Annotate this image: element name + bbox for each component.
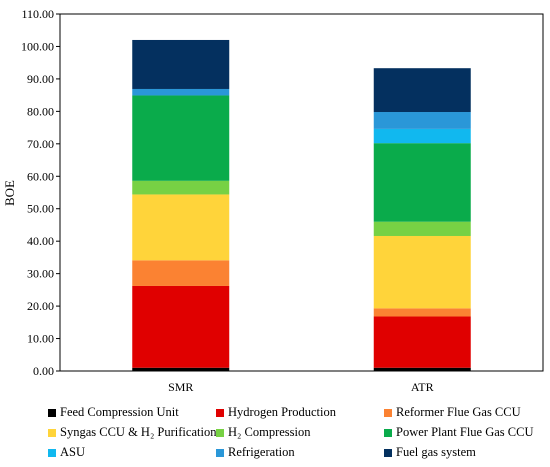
y-tick-label: 90.00 xyxy=(27,72,54,86)
legend-swatch xyxy=(384,448,392,457)
y-tick-label: 0.00 xyxy=(33,364,54,378)
y-tick-label: 30.00 xyxy=(27,267,54,281)
legend-swatch xyxy=(384,428,392,437)
bar-segment xyxy=(132,95,230,181)
legend-label: Fuel gas system xyxy=(396,445,476,459)
bar-segment xyxy=(132,260,230,286)
bar-segment xyxy=(132,367,230,371)
bar-segment xyxy=(373,221,471,236)
bar-segment xyxy=(132,285,230,368)
bar-segment xyxy=(132,39,230,89)
legend-item: H₂ Compression xyxy=(216,425,384,440)
bar-segment xyxy=(373,68,471,113)
legend-item: ASU xyxy=(48,445,216,460)
y-tick-label: 80.00 xyxy=(27,104,54,118)
legend-item: Syngas CCU & H₂ Purification xyxy=(48,425,216,440)
legend-swatch xyxy=(216,428,224,437)
y-tick-label: 10.00 xyxy=(27,332,54,346)
x-axis: SMR ATR xyxy=(168,380,434,394)
legend-item: Feed Compression Unit xyxy=(48,405,216,420)
legend-label: Syngas CCU & H₂ Purification xyxy=(60,425,217,439)
legend-label: Hydrogen Production xyxy=(228,405,336,419)
legend-item: Refrigeration xyxy=(216,445,384,460)
y-tick-label: 50.00 xyxy=(27,202,54,216)
y-tick-label: 20.00 xyxy=(27,299,54,313)
legend-swatch xyxy=(384,408,392,417)
legend-swatch xyxy=(216,408,224,417)
plot-area xyxy=(59,13,544,372)
y-tick-label: 70.00 xyxy=(27,137,54,151)
legend-item: Hydrogen Production xyxy=(216,405,384,420)
y-tick-label: 40.00 xyxy=(27,234,54,248)
bar-segment xyxy=(373,316,471,368)
y-axis-title: BOE xyxy=(2,180,17,206)
y-tick-label: 60.00 xyxy=(27,169,54,183)
bar-segment xyxy=(132,180,230,195)
legend-item: Fuel gas system xyxy=(384,445,548,460)
legend-swatch xyxy=(48,428,56,437)
bar-segment xyxy=(132,88,230,96)
legend-swatch xyxy=(48,448,56,457)
legend-label: Feed Compression Unit xyxy=(60,405,179,419)
plot-frame xyxy=(59,13,544,372)
bar-segment xyxy=(132,194,230,261)
x-tick-label: ATR xyxy=(411,380,434,394)
legend-label: Power Plant Flue Gas CCU xyxy=(396,425,534,439)
legend-item: Power Plant Flue Gas CCU xyxy=(384,425,548,440)
legend-swatch xyxy=(48,408,56,417)
bar-segment xyxy=(373,308,471,317)
bar-segment xyxy=(373,112,471,129)
bar-segment xyxy=(373,143,471,222)
bar-segment xyxy=(373,235,471,309)
legend-label: Refrigeration xyxy=(228,445,295,459)
y-tick-label: 100.00 xyxy=(21,39,54,53)
x-tick-label: SMR xyxy=(168,380,193,394)
legend: Feed Compression Unit Hydrogen Production… xyxy=(48,405,548,460)
legend-item: Reformer Flue Gas CCU xyxy=(384,405,548,420)
legend-label: Reformer Flue Gas CCU xyxy=(396,405,521,419)
bar-segment xyxy=(373,128,471,144)
bar-segment xyxy=(373,367,471,371)
y-tick-label: 110.00 xyxy=(21,7,54,21)
legend-label: H₂ Compression xyxy=(228,425,311,439)
y-axis: 0.00 10.00 20.00 30.00 40.00 50.00 60.00 70.00 8… xyxy=(21,7,60,378)
legend-label: ASU xyxy=(60,445,86,459)
legend-swatch xyxy=(216,448,224,457)
